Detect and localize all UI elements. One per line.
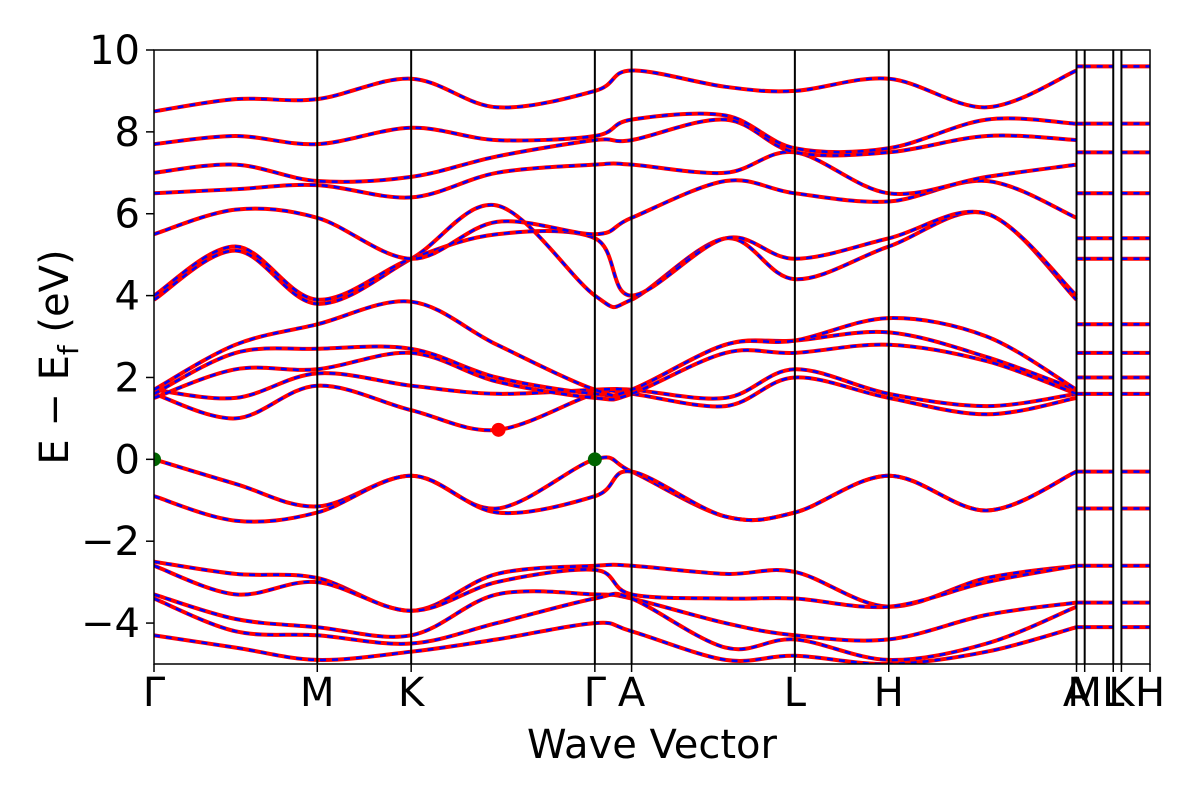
band-line (154, 68, 1078, 114)
x-tick-label: M (300, 670, 335, 716)
vbm-marker (154, 452, 161, 467)
y-tick-label: 4 (115, 274, 140, 320)
band-line-dashed (154, 343, 1077, 401)
band-line-dashed (154, 368, 1077, 408)
y-tick-label: −2 (81, 519, 140, 565)
band-line-dashed (154, 300, 1078, 397)
y-tick-label: 0 (115, 437, 140, 483)
band-line-dashed (154, 330, 1077, 397)
cbm-marker (491, 422, 506, 437)
x-tick-label: A (618, 670, 646, 716)
extremum-markers (154, 422, 602, 467)
band-line (154, 455, 1078, 523)
band-line-dashed (154, 69, 1077, 113)
band-line-dashed (154, 564, 1077, 613)
x-tick-label: M (1067, 670, 1102, 716)
band-line (154, 563, 1077, 613)
plot-frame (153, 49, 1151, 665)
y-tick-label: 6 (115, 192, 140, 238)
x-tick-label: H (1135, 670, 1165, 716)
y-tick-label: 10 (89, 28, 140, 74)
high-symmetry-lines (316, 50, 1123, 664)
band-line-dashed (154, 456, 1078, 522)
band-line (154, 329, 1078, 398)
band-lines (154, 64, 1150, 664)
x-tick-label: K (398, 670, 426, 716)
band-line-dashed (154, 203, 1078, 309)
y-tick-label: 8 (115, 110, 140, 156)
y-axis-label-unit: (eV) (32, 249, 78, 345)
band-line (154, 111, 1077, 155)
x-tick-label: L (1102, 670, 1125, 716)
x-tick-label: H (874, 670, 904, 716)
y-axis-ticks: −4 −2 0 2 4 6 8 10 (81, 28, 154, 647)
x-tick-label: Γ (584, 670, 607, 716)
y-tick-label: −4 (81, 601, 140, 647)
band-line-dashed (154, 592, 1077, 662)
y-axis-label-subscript: f (52, 344, 85, 355)
vbm-marker (587, 452, 602, 467)
x-axis-ticks: Γ M K Γ A L H AM LK H (143, 664, 1165, 716)
x-tick-label: A (1063, 670, 1091, 716)
band-line-dashed (154, 150, 1077, 199)
band-line-dashed (154, 590, 1077, 642)
band-line-dashed (154, 470, 1078, 523)
x-axis-label: Wave Vector (527, 722, 778, 768)
y-tick-label: 2 (115, 355, 140, 401)
band-line-dashed (154, 178, 1077, 261)
x-tick-label: Γ (143, 670, 166, 716)
band-line-dashed (154, 210, 1078, 301)
x-tick-label: L (784, 670, 807, 716)
x-tick-label: K (1108, 670, 1136, 716)
y-axis-label: E − Ef (eV) (32, 249, 85, 464)
band-line (154, 469, 1078, 524)
band-line-dashed (154, 112, 1077, 154)
y-axis-label-main: E − E (32, 355, 78, 465)
band-line (154, 117, 1077, 184)
